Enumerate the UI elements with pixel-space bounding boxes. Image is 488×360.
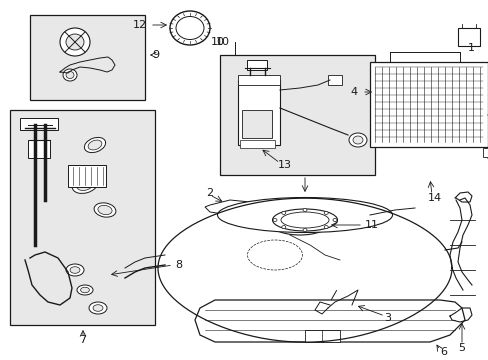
Bar [10, 110, 155, 325]
Bar [28, 140, 50, 158]
Ellipse shape [272, 219, 276, 221]
Text: 3: 3 [384, 313, 391, 323]
Ellipse shape [88, 140, 102, 150]
Ellipse shape [281, 212, 328, 228]
Bar [246, 60, 266, 70]
Bar [482, 148, 488, 157]
Ellipse shape [272, 215, 327, 235]
Ellipse shape [66, 34, 84, 50]
Bar [487, 135, 488, 141]
Ellipse shape [324, 211, 327, 215]
Ellipse shape [176, 17, 203, 40]
Bar [369, 62, 487, 147]
Text: 2: 2 [206, 188, 213, 198]
Bar [327, 75, 341, 85]
Text: 12: 12 [133, 20, 147, 30]
Bar [68, 165, 106, 187]
Ellipse shape [72, 176, 98, 193]
Ellipse shape [279, 219, 320, 231]
FancyArrowPatch shape [332, 302, 359, 304]
Bar [20, 118, 58, 130]
Polygon shape [204, 200, 254, 218]
Ellipse shape [272, 209, 337, 231]
Bar [238, 80, 280, 145]
Bar [238, 75, 280, 85]
Ellipse shape [84, 138, 105, 153]
Ellipse shape [281, 211, 285, 215]
Bar [242, 110, 271, 138]
Ellipse shape [348, 133, 366, 147]
Bar [240, 140, 274, 148]
Text: 13: 13 [278, 160, 291, 170]
Text: 7: 7 [79, 335, 86, 345]
Bar [487, 75, 488, 81]
Ellipse shape [70, 267, 80, 273]
Polygon shape [195, 300, 464, 342]
Ellipse shape [98, 205, 112, 215]
Ellipse shape [66, 72, 74, 78]
Ellipse shape [77, 180, 93, 190]
Ellipse shape [170, 11, 209, 45]
Text: 14: 14 [427, 193, 441, 203]
Ellipse shape [60, 28, 90, 56]
Bar [487, 105, 488, 111]
Bar [220, 55, 374, 175]
Ellipse shape [352, 136, 362, 144]
Bar [457, 28, 479, 46]
Bar [30, 15, 145, 100]
Ellipse shape [303, 229, 306, 231]
Ellipse shape [324, 226, 327, 229]
Ellipse shape [247, 240, 302, 270]
Ellipse shape [332, 219, 336, 221]
Text: 5: 5 [458, 343, 465, 353]
FancyArrowPatch shape [331, 291, 336, 300]
Ellipse shape [217, 198, 392, 233]
Ellipse shape [93, 305, 103, 311]
Ellipse shape [66, 264, 84, 276]
Text: 1: 1 [467, 43, 474, 53]
Text: 4: 4 [350, 87, 357, 97]
Text: 9: 9 [152, 50, 159, 60]
Text: 10: 10 [216, 37, 229, 47]
Text: 6: 6 [439, 347, 446, 357]
Ellipse shape [77, 285, 93, 295]
Ellipse shape [303, 208, 306, 211]
Text: 10: 10 [210, 37, 224, 47]
Bar [305, 330, 339, 342]
Ellipse shape [281, 226, 285, 229]
Bar [487, 120, 488, 126]
Ellipse shape [63, 69, 77, 81]
Ellipse shape [94, 203, 116, 217]
Ellipse shape [81, 287, 89, 293]
Text: 11: 11 [364, 220, 378, 230]
Bar [487, 90, 488, 96]
Text: 8: 8 [175, 260, 182, 270]
Ellipse shape [89, 302, 107, 314]
